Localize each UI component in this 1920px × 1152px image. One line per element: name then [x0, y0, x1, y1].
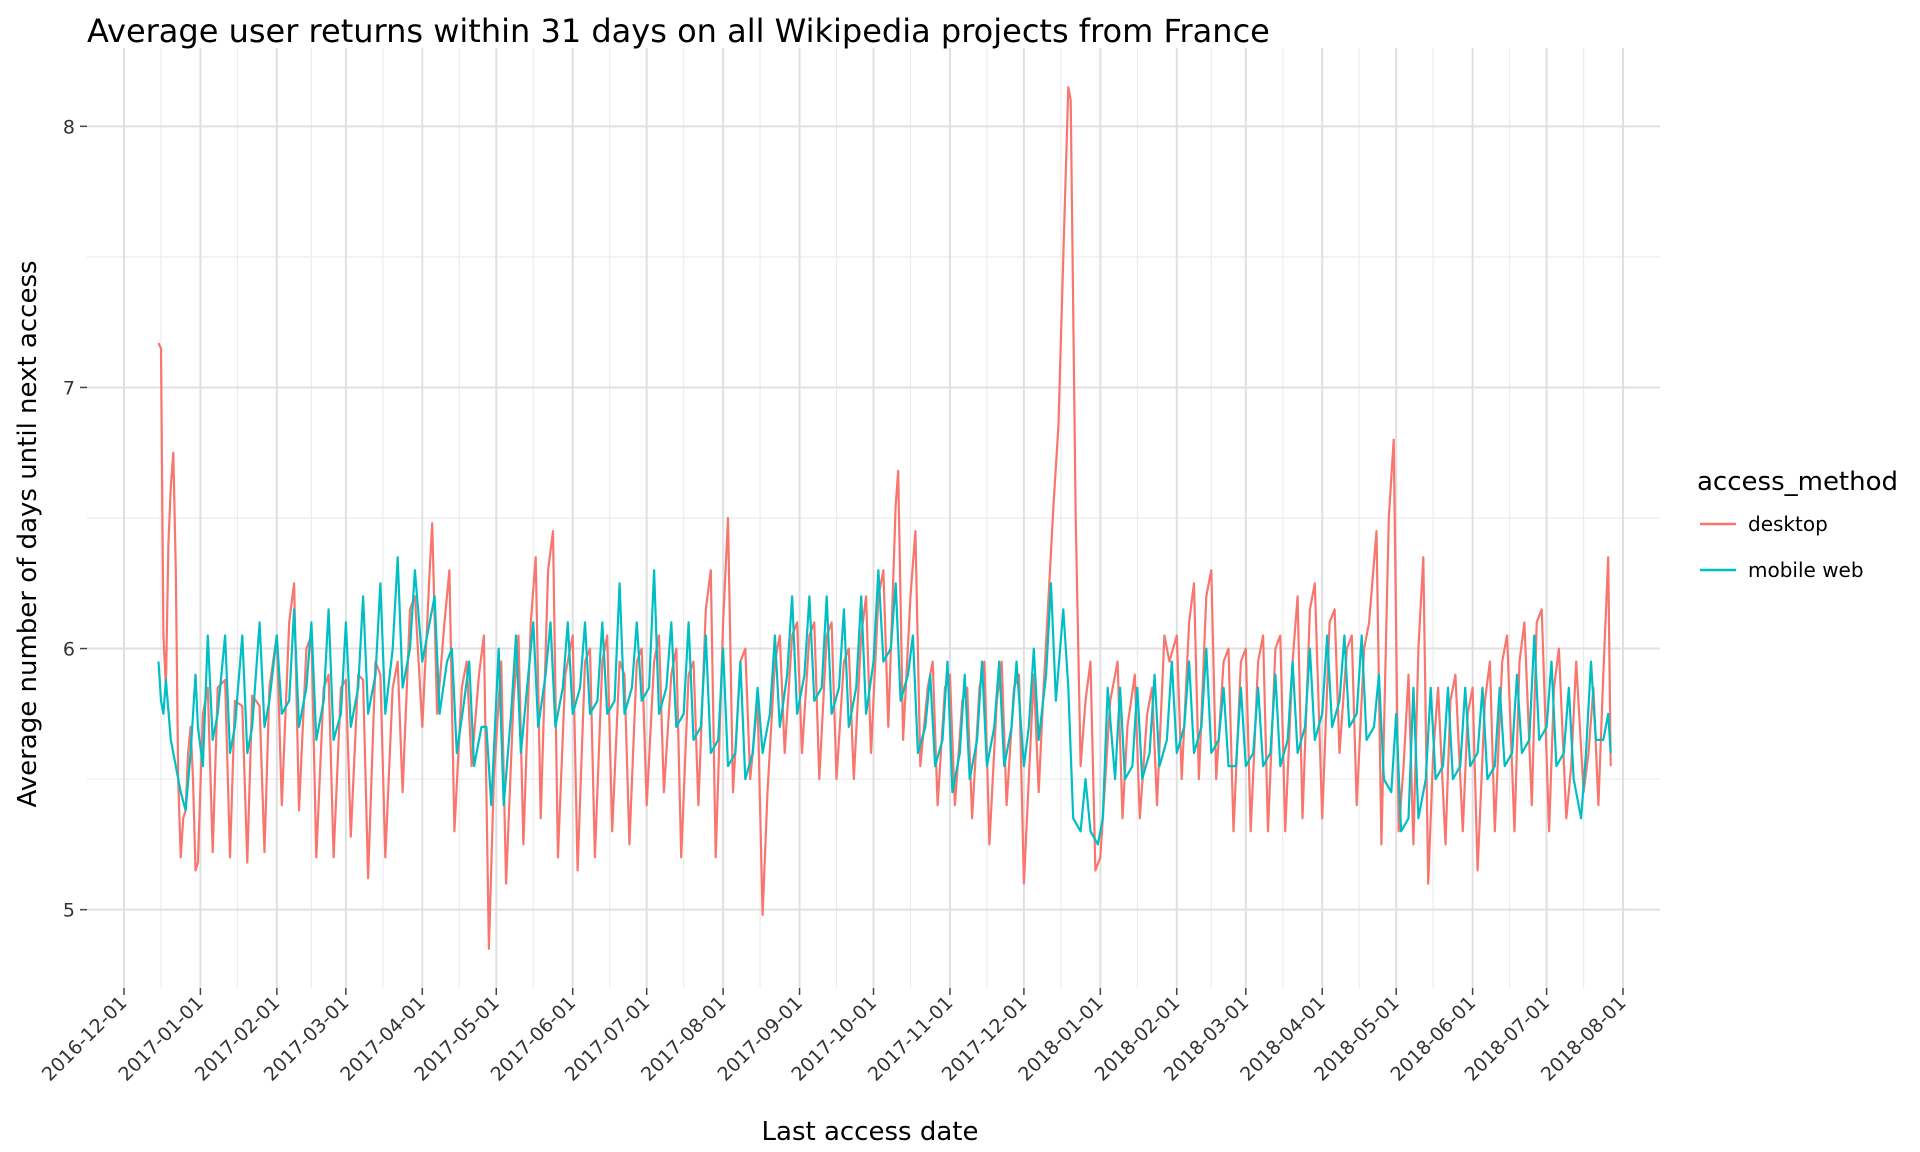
legend: access_method desktop mobile web: [1697, 467, 1898, 582]
y-tick-label: 6: [63, 639, 75, 661]
legend-title: access_method: [1697, 467, 1898, 497]
series-line-mobile-web: [157, 556, 1612, 846]
series-layer: [157, 86, 1612, 950]
y-tick-label: 7: [63, 377, 75, 399]
y-tick-label: 8: [63, 116, 75, 138]
chart-title: Average user returns within 31 days on a…: [87, 12, 1270, 50]
legend-label: desktop: [1748, 512, 1828, 536]
gridlines: [87, 48, 1660, 988]
x-axis: 2016-12-012017-01-012017-02-012017-03-01…: [38, 988, 1631, 1086]
y-axis: 5 6 7 8: [63, 116, 87, 922]
legend-label: mobile web: [1748, 558, 1864, 582]
y-axis-title: Average number of days until next access: [13, 260, 43, 807]
x-axis-title: Last access date: [762, 1117, 979, 1147]
y-tick-label: 5: [63, 900, 75, 922]
